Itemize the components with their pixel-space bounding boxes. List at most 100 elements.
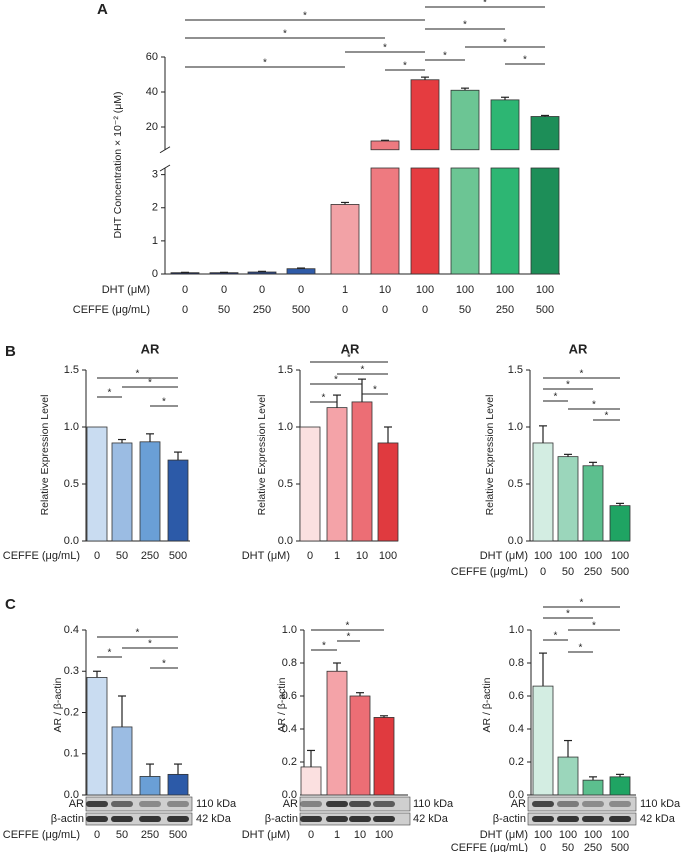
blot-size: 110 kDa (196, 798, 237, 810)
significance-mark: * (483, 0, 487, 9)
y-tick-label: 1.0 (282, 624, 297, 636)
x-tick-label: 0 (221, 284, 227, 296)
y-tick-label: 1.0 (64, 421, 79, 433)
x-tick-label: 50 (459, 304, 471, 316)
bar (530, 116, 560, 151)
significance-mark: * (162, 659, 166, 670)
x-tick-label: 0 (422, 304, 428, 316)
x-tick-label: 10 (354, 829, 366, 841)
significance-mark: * (580, 369, 584, 380)
y-tick-label: 0.2 (282, 756, 297, 768)
blot-size: 42 kDa (196, 813, 232, 825)
significance-mark: * (383, 43, 387, 54)
y-tick-label: 1.0 (509, 624, 524, 636)
x-tick-label: 500 (611, 842, 629, 852)
blot-band (167, 801, 189, 807)
x-tick-label: 500 (169, 550, 187, 562)
y-tick-label: 0.3 (64, 665, 79, 677)
blot-label: β-actin (51, 813, 84, 825)
x-tick-label: 100 (456, 284, 474, 296)
y-tick-label: 0.5 (64, 478, 79, 490)
chart-title: AR (341, 341, 360, 356)
x-tick-label: 250 (141, 829, 159, 841)
significance-mark: * (566, 609, 570, 620)
significance-mark: * (373, 385, 377, 396)
panel-letter: C (5, 596, 16, 613)
y-axis-label: AR / β-actin (481, 677, 493, 732)
blot-band (86, 816, 108, 822)
blot-label: AR (511, 798, 526, 810)
panel-letter: A (97, 1, 108, 18)
blot-band (326, 801, 348, 807)
significance-mark: * (136, 628, 140, 639)
y-tick-label: 40 (146, 86, 158, 98)
y-tick-label: 0.2 (509, 756, 524, 768)
significance-mark: * (592, 621, 596, 632)
y-tick-label: 0.5 (278, 478, 293, 490)
significance-mark: * (334, 375, 338, 386)
blot-band (111, 816, 133, 822)
significance-mark: * (303, 11, 307, 22)
bar (326, 407, 348, 542)
x-tick-label: 50 (116, 550, 128, 562)
y-tick-label: 0.0 (282, 789, 297, 801)
x-tick-label: 250 (496, 304, 514, 316)
y-tick-label: 1.5 (508, 364, 523, 376)
blot-band (373, 801, 395, 807)
y-tick-label: 0.6 (509, 690, 524, 702)
x-row-label: DHT (μM) (102, 284, 150, 296)
blot-band (609, 801, 631, 807)
blot-band (139, 816, 161, 822)
x-tick-label: 500 (169, 829, 187, 841)
y-axis-label: AR / β-actin (276, 677, 288, 732)
bar (139, 776, 161, 796)
x-tick-label: 100 (416, 284, 434, 296)
x-row-label: CEFFE (μg/mL) (3, 829, 80, 841)
bar (609, 776, 631, 796)
y-tick-label: 60 (146, 51, 158, 63)
blot-band (349, 816, 371, 822)
bar (582, 465, 604, 542)
x-tick-label: 100 (534, 550, 552, 562)
panel-letter: B (5, 343, 16, 360)
significance-mark: * (579, 643, 583, 654)
blot-band (349, 801, 371, 807)
significance-mark: * (580, 598, 584, 609)
bar (532, 685, 554, 796)
x-tick-label: 10 (356, 550, 368, 562)
y-tick-label: 0.1 (64, 748, 79, 760)
x-tick-label: 0 (307, 550, 313, 562)
y-tick-label: 0.0 (509, 789, 524, 801)
blot-label: β-actin (265, 813, 298, 825)
x-row-label: CEFFE (μg/mL) (451, 566, 528, 578)
blot-label: AR (69, 798, 84, 810)
significance-mark: * (322, 393, 326, 404)
y-tick-label: 0.4 (509, 723, 524, 735)
blot-band (300, 816, 322, 822)
x-tick-label: 100 (536, 284, 554, 296)
significance-mark: * (148, 378, 152, 389)
chart-title: AR (569, 341, 588, 356)
x-tick-label: 50 (218, 304, 230, 316)
bar (609, 505, 631, 542)
y-axis-label: Relative Expression Level (256, 395, 268, 516)
blot-band (609, 816, 631, 822)
x-tick-label: 250 (141, 550, 159, 562)
x-tick-label: 100 (496, 284, 514, 296)
x-tick-label: 250 (584, 566, 602, 578)
axis-break (159, 164, 171, 172)
bar (299, 426, 321, 542)
x-tick-label: 0 (94, 829, 100, 841)
blot-band (582, 816, 604, 822)
blot-band (557, 816, 579, 822)
x-row-label: DHT (μM) (242, 829, 290, 841)
significance-mark: * (108, 388, 112, 399)
bar (351, 401, 373, 542)
x-tick-label: 100 (611, 550, 629, 562)
x-tick-label: 250 (253, 304, 271, 316)
bar (450, 167, 480, 275)
blot-band (373, 816, 395, 822)
y-tick-label: 1.0 (508, 421, 523, 433)
y-tick-label: 0 (152, 268, 158, 280)
